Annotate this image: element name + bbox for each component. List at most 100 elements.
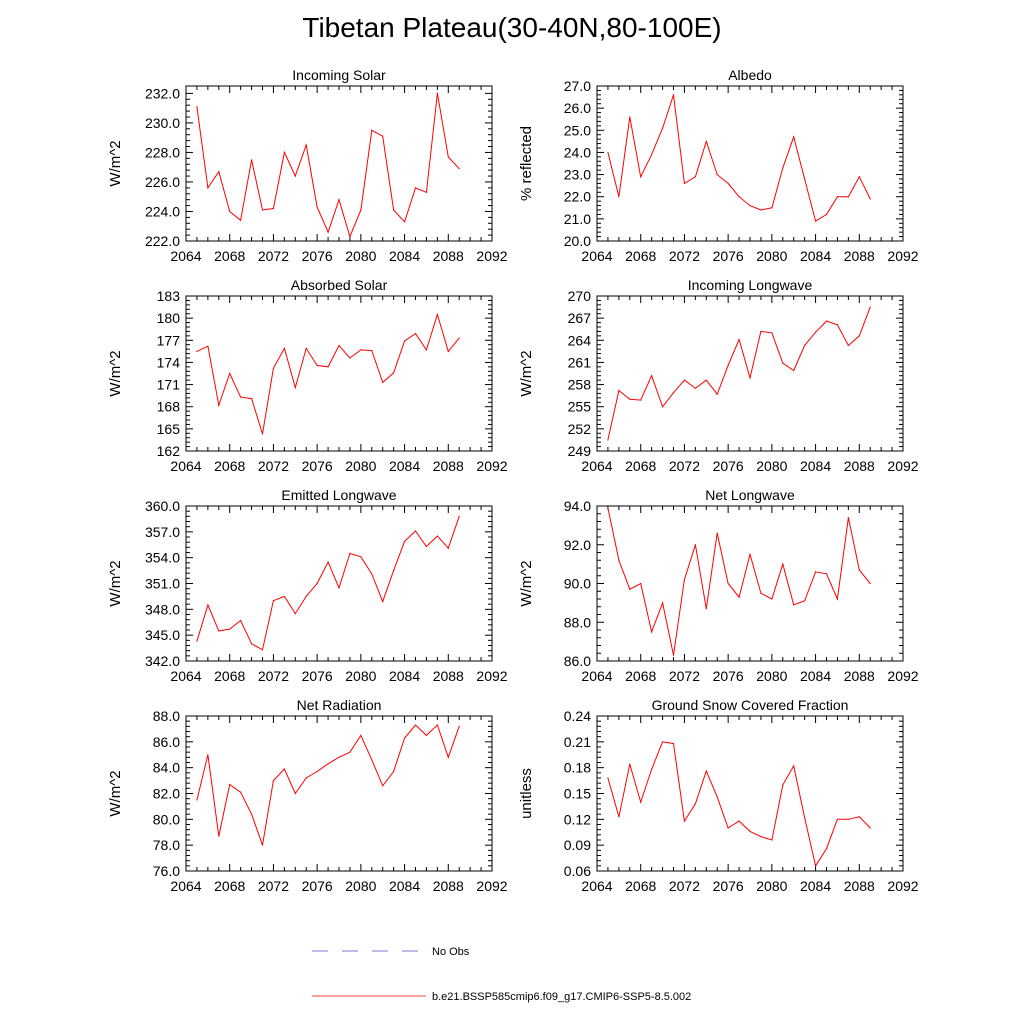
data-point (836, 196, 839, 198)
panel-title: Incoming Longwave (688, 277, 813, 293)
data-point (640, 801, 642, 803)
data-point (640, 176, 642, 178)
y-tick-label: 86.0 (153, 734, 180, 750)
data-point (425, 349, 428, 351)
y-tick-label: 270 (568, 288, 592, 304)
data-point (858, 816, 860, 818)
x-tick-label: 2080 (756, 668, 787, 684)
data-point (403, 737, 406, 739)
data-point (705, 379, 707, 381)
data-point (338, 199, 340, 201)
y-tick-label: 354.0 (145, 550, 180, 566)
figure-title: Tibetan Plateau(30-40N,80-100E) (302, 12, 722, 43)
data-point (436, 535, 438, 537)
data-point (305, 595, 307, 598)
data-point (283, 347, 285, 350)
data-point (716, 532, 718, 534)
plot-frame (596, 85, 904, 242)
data-point (651, 375, 653, 377)
x-tick-label: 2076 (302, 248, 333, 264)
data-point (683, 182, 686, 185)
data-point (607, 151, 609, 154)
data-point (727, 182, 729, 185)
data-point (272, 367, 275, 369)
data-point (393, 770, 395, 773)
y-tick-label: 82.0 (153, 786, 180, 802)
panel-title: Absorbed Solar (291, 277, 388, 293)
x-tick-label: 2084 (389, 668, 420, 684)
data-point (847, 818, 849, 820)
data-point (771, 598, 773, 600)
data-point (651, 768, 653, 770)
y-tick-label: 76.0 (153, 863, 180, 879)
data-point (316, 770, 318, 773)
data-point (382, 600, 384, 603)
data-point (349, 357, 351, 359)
data-point (825, 573, 828, 575)
data-point (425, 545, 428, 548)
y-tick-label: 264 (568, 332, 592, 348)
series-line (196, 724, 460, 846)
data-point (738, 596, 740, 598)
data-point (403, 221, 406, 223)
x-tick-label: 2088 (433, 668, 464, 684)
data-point (338, 587, 340, 589)
data-point (661, 127, 664, 129)
data-point (793, 765, 795, 767)
data-point (814, 331, 817, 333)
x-tick-label: 2092 (887, 248, 918, 264)
x-tick-label: 2072 (669, 248, 700, 264)
data-point (218, 630, 220, 632)
data-point (447, 756, 449, 758)
x-tick-label: 2080 (756, 458, 787, 474)
data-point (847, 196, 849, 198)
panel-title: Net Longwave (705, 487, 795, 503)
x-tick-label: 2072 (258, 668, 289, 684)
data-point (283, 151, 285, 154)
data-point (349, 751, 351, 753)
y-tick-label: 27.0 (564, 78, 591, 94)
data-point (229, 372, 231, 375)
panel-title: Albedo (728, 67, 772, 83)
data-point (349, 552, 351, 554)
x-tick-label: 2064 (170, 248, 201, 264)
y-tick-label: 80.0 (153, 811, 180, 827)
data-point (196, 799, 198, 801)
y-tick-label: 94.0 (564, 498, 591, 514)
y-tick-label: 165 (157, 421, 181, 437)
data-point (447, 156, 449, 158)
x-tick-label: 2064 (581, 248, 612, 264)
data-point (272, 600, 275, 602)
data-point (618, 389, 620, 392)
x-tick-label: 2092 (476, 668, 507, 684)
x-tick-label: 2068 (625, 878, 656, 894)
data-point (771, 207, 773, 209)
y-tick-label: 228.0 (145, 144, 180, 160)
data-point (804, 817, 806, 819)
panel-title: Ground Snow Covered Fraction (652, 697, 849, 713)
data-point (738, 820, 740, 822)
x-tick-label: 2076 (713, 878, 744, 894)
x-tick-label: 2072 (669, 668, 700, 684)
data-point (869, 198, 871, 200)
data-point (240, 619, 242, 622)
data-point (836, 818, 839, 820)
data-point (672, 742, 675, 745)
data-point (749, 377, 751, 379)
data-point (793, 369, 795, 372)
data-point (393, 209, 395, 211)
x-tick-label: 2088 (844, 248, 875, 264)
data-point (294, 386, 296, 389)
data-point (727, 827, 729, 829)
data-point (458, 725, 460, 727)
y-tick-label: 255 (568, 399, 592, 415)
y-tick-label: 222.0 (145, 233, 180, 249)
data-point (727, 364, 729, 366)
plot-frame (596, 505, 904, 662)
data-point (869, 306, 871, 308)
data-point (836, 324, 839, 326)
y-tick-label: 342.0 (145, 653, 180, 669)
data-point (804, 600, 806, 602)
data-point (694, 387, 696, 389)
